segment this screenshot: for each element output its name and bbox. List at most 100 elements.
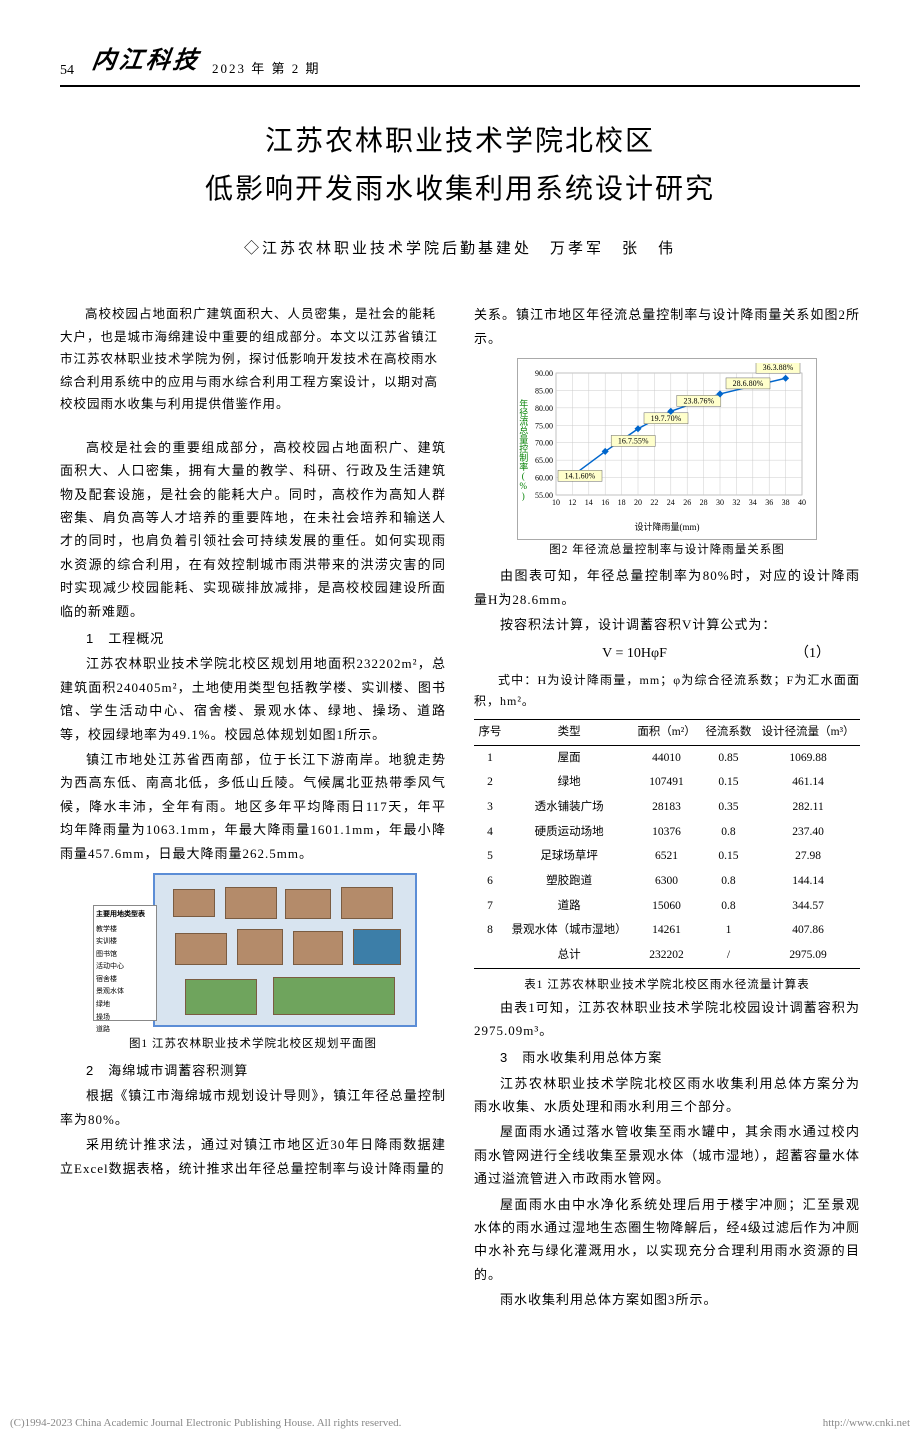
table-header-cell: 类型	[506, 719, 633, 745]
table-cell: 0.15	[701, 770, 757, 795]
article-title: 江苏农林职业技术学院北校区 低影响开发雨水收集利用系统设计研究	[60, 117, 860, 212]
table-cell: 407.86	[756, 918, 860, 943]
table-cell: 6521	[632, 844, 700, 869]
table-cell: 15060	[632, 894, 700, 919]
left-column: 高校校园占地面积广建筑面积大、人员密集，是社会的能耗大户，也是城市海绵建设中重要…	[60, 303, 446, 1313]
table-cell: 绿地	[506, 770, 633, 795]
table-cell: 28183	[632, 795, 700, 820]
svg-text:26: 26	[683, 498, 691, 507]
table-cell: 107491	[632, 770, 700, 795]
table-1-caption: 表1 江苏农林职业技术学院北校区雨水径流量计算表	[474, 975, 860, 996]
table-cell: 14261	[632, 918, 700, 943]
title-line-2: 低影响开发雨水收集利用系统设计研究	[205, 173, 715, 204]
table-header-cell: 序号	[474, 719, 506, 745]
svg-text:75.00: 75.00	[535, 421, 553, 430]
svg-text:22: 22	[650, 498, 658, 507]
table-cell: 道路	[506, 894, 633, 919]
map-legend-title: 主要用地类型表	[96, 908, 154, 921]
svg-text:32: 32	[732, 498, 740, 507]
svg-text:28: 28	[700, 498, 708, 507]
section-3-heading: 3 雨水收集利用总体方案	[474, 1046, 860, 1069]
svg-text:24: 24	[667, 498, 675, 507]
table-row: 7道路150600.8344.57	[474, 894, 860, 919]
abstract: 高校校园占地面积广建筑面积大、人员密集，是社会的能耗大户，也是城市海绵建设中重要…	[60, 303, 446, 416]
svg-text:20: 20	[634, 498, 642, 507]
legend-item: 教学楼	[96, 923, 154, 936]
svg-text:14: 14	[585, 498, 593, 507]
section-3-p3: 屋面雨水由中水净化系统处理后用于楼宇冲厕；汇至景观水体的雨水通过湿地生态圈生物降…	[474, 1193, 860, 1287]
table-cell: 0.15	[701, 844, 757, 869]
table-row: 4硬质运动场地103760.8237.40	[474, 820, 860, 845]
table-row: 总计232202/2975.09	[474, 943, 860, 968]
table-cell: 1	[474, 745, 506, 770]
chart-x-label: 设计降雨量(mm)	[522, 519, 812, 535]
svg-text:16: 16	[601, 498, 609, 507]
section-3-p4: 雨水收集利用总体方案如图3所示。	[474, 1288, 860, 1311]
table-cell: 232202	[632, 943, 700, 968]
section-1-p2: 镇江市地处江苏省西南部，位于长江下游南岸。地貌走势为西高东低、南高北低，多低山丘…	[60, 748, 446, 865]
table-cell: 8	[474, 918, 506, 943]
svg-text:23.8.76%: 23.8.76%	[683, 396, 714, 405]
issue-label: 2023 年 第 2 期	[212, 57, 321, 83]
svg-text:16.7.55%: 16.7.55%	[618, 437, 649, 446]
table-cell: /	[701, 943, 757, 968]
table-cell: 282.11	[756, 795, 860, 820]
svg-text:30: 30	[716, 498, 724, 507]
section-2-p1: 根据《镇江市海绵城市规划设计导则》，镇江年径总量控制率为80%。	[60, 1084, 446, 1131]
svg-text:18: 18	[618, 498, 626, 507]
table-cell: 0.35	[701, 795, 757, 820]
map-legend: 主要用地类型表 教学楼 实训楼 图书馆 活动中心 宿舍楼 景观水体 绿地 操场 …	[93, 905, 157, 1021]
journal-name: 内江科技	[89, 40, 203, 83]
table-row: 3透水铺装广场281830.35282.11	[474, 795, 860, 820]
table-cell: 3	[474, 795, 506, 820]
table-header-cell: 设计径流量（m³）	[756, 719, 860, 745]
table-cell: 44010	[632, 745, 700, 770]
figure-2: 年径流总量控制率(%) 55.0060.0065.0070.0075.0080.…	[474, 358, 860, 560]
runoff-table: 序号类型面积（m²）径流系数设计径流量（m³） 1屋面440100.851069…	[474, 719, 860, 969]
table-cell: 237.40	[756, 820, 860, 845]
table-row: 8景观水体（城市湿地）142611407.86	[474, 918, 860, 943]
svg-text:28.6.80%: 28.6.80%	[733, 379, 764, 388]
table-row: 1屋面440100.851069.88	[474, 745, 860, 770]
table-cell: 0.8	[701, 894, 757, 919]
formula-1: V = 10HφF （1）	[474, 641, 860, 666]
table-cell: 1069.88	[756, 745, 860, 770]
title-line-1: 江苏农林职业技术学院北校区	[265, 125, 655, 156]
table-cell: 5	[474, 844, 506, 869]
legend-item: 景观水体	[96, 985, 154, 998]
figure-2-caption: 图2 年径流总量控制率与设计降雨量关系图	[474, 540, 860, 561]
svg-text:85.00: 85.00	[535, 387, 553, 396]
legend-item: 图书馆	[96, 948, 154, 961]
legend-item: 实训楼	[96, 935, 154, 948]
table-cell: 7	[474, 894, 506, 919]
campus-map-image: 主要用地类型表 教学楼 实训楼 图书馆 活动中心 宿舍楼 景观水体 绿地 操场 …	[153, 873, 417, 1027]
svg-text:38: 38	[782, 498, 790, 507]
table-cell: 景观水体（城市湿地）	[506, 918, 633, 943]
table-cell: 硬质运动场地	[506, 820, 633, 845]
legend-item: 活动中心	[96, 960, 154, 973]
svg-text:70.00: 70.00	[535, 439, 553, 448]
table-cell: 144.14	[756, 869, 860, 894]
section-3-p2: 屋面雨水通过落水管收集至雨水罐中，其余雨水通过校内雨水管网进行全线收集至景观水体…	[474, 1120, 860, 1190]
table-cell	[474, 943, 506, 968]
table-row: 2绿地1074910.15461.14	[474, 770, 860, 795]
svg-text:90.00: 90.00	[535, 369, 553, 378]
table-cell: 4	[474, 820, 506, 845]
page-header: 54 内江科技 2023 年 第 2 期	[60, 40, 860, 87]
footer-url: http://www.cnki.net	[823, 1414, 910, 1434]
legend-item: 绿地	[96, 998, 154, 1011]
formula-number: （1）	[795, 641, 860, 666]
section-2-heading: 2 海绵城市调蓄容积测算	[60, 1059, 446, 1082]
section-1-p1: 江苏农林职业技术学院北校区规划用地面积232202m²，总建筑面积240405m…	[60, 652, 446, 746]
formula-text: V = 10HφF	[602, 646, 667, 661]
rcol-p1: 关系。镇江市地区年径流总量控制率与设计降雨量关系如图2所示。	[474, 303, 860, 350]
legend-item: 宿舍楼	[96, 973, 154, 986]
svg-text:14.1.60%: 14.1.60%	[565, 471, 596, 480]
svg-text:40: 40	[798, 498, 806, 507]
rcol-p3: 按容积法计算，设计调蓄容积V计算公式为：	[474, 613, 860, 636]
line-chart-svg: 55.0060.0065.0070.0075.0080.0085.0090.00…	[522, 363, 812, 513]
figure-1: 主要用地类型表 教学楼 实训楼 图书馆 活动中心 宿舍楼 景观水体 绿地 操场 …	[60, 873, 446, 1055]
rcol-p4: 式中：H为设计降雨量，mm；φ为综合径流系数；F为汇水面面积，hm²。	[474, 670, 860, 713]
figure-1-caption: 图1 江苏农林职业技术学院北校区规划平面图	[60, 1034, 446, 1055]
table-cell: 2975.09	[756, 943, 860, 968]
